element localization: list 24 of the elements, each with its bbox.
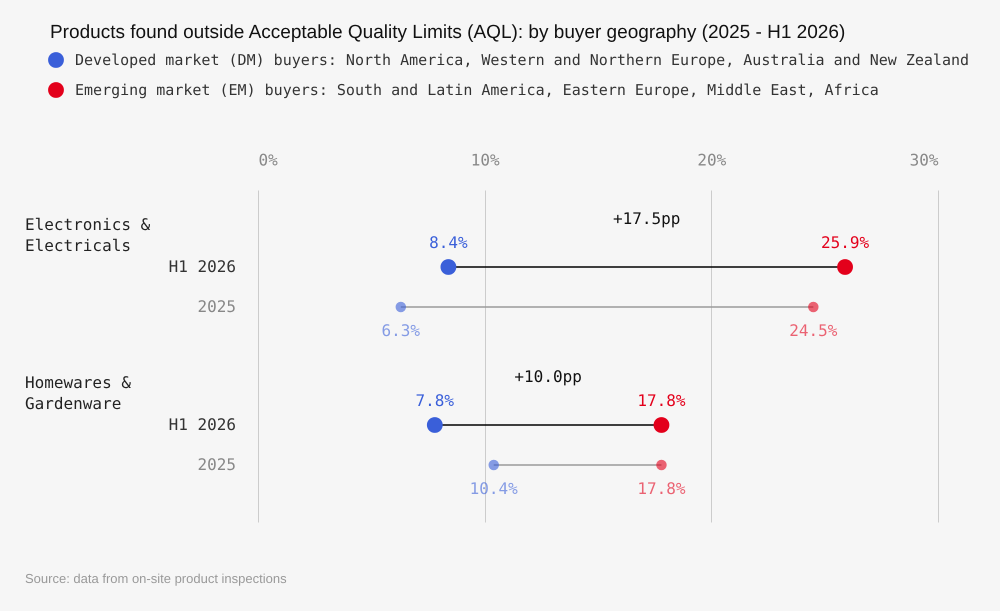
y-tick-label: H1 2026 [168,415,236,434]
x-tick-label: 20% [697,150,727,170]
legend-label: Emerging market (EM) buyers: South and Latin America, Eastern Europe, Middle East, Africa [75,81,879,99]
data-label: 24.5% [789,321,838,340]
data-label: 7.8% [416,391,454,410]
x-tick-label: 10% [470,150,500,170]
data-label: 17.8% [637,391,686,410]
annotation: +10.0pp [514,367,582,386]
text: Homewares & Gardenware [25,373,132,413]
text: Electronics & Electricals [25,215,151,255]
legend-label: Developed market (DM) buyers: North America, Western and Northern Europe, Australia and New Zealand [75,51,970,69]
x-tick-label: 0% [258,150,278,170]
data-label: 8.4% [429,233,468,252]
y-tick-label: 2025 [197,297,236,316]
x-tick-label: 30% [910,150,939,170]
text: +17.5pp [613,209,680,228]
y-tick-label: H1 2026 [168,257,236,276]
data-label: 6.3% [382,321,420,340]
data-label: 10.4% [470,479,518,498]
data-label: 25.9% [820,233,870,252]
data-label: 17.8% [637,479,686,498]
chart-title: Products found outside Acceptable Quality Limits (AQL): by buyer geography (2025 - H1 2026) [50,22,846,43]
source-note: Source: data from on-site product inspections [25,571,288,586]
y-tick-label: 2025 [197,455,236,474]
